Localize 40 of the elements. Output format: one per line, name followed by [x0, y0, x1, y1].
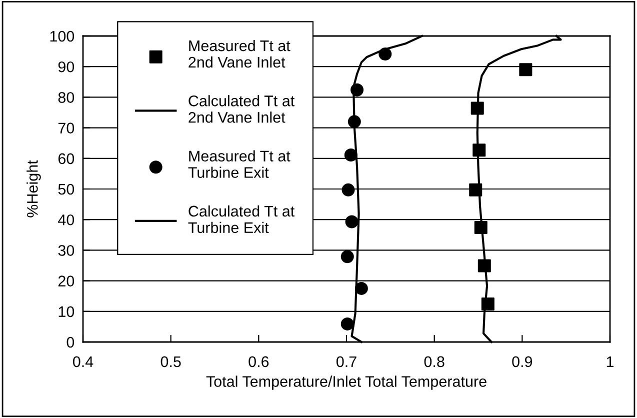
point — [344, 148, 358, 162]
point — [469, 183, 482, 196]
point — [519, 63, 532, 76]
y-tick-label: 40 — [58, 214, 74, 226]
y-tick-label: 80 — [58, 92, 74, 103]
point — [481, 298, 494, 311]
legend-label: Measured Tt at 2nd Vane Inlet — [188, 40, 290, 68]
y-tick-label: 50 — [58, 184, 74, 195]
y-axis-title: %Height — [26, 160, 41, 218]
point — [478, 259, 491, 272]
point — [342, 183, 355, 196]
x-tick-label: 1 — [606, 356, 614, 367]
y-tick-label: 0 — [66, 336, 74, 348]
x-tick-label: 0.6 — [248, 356, 269, 368]
y-tick-label: 60 — [58, 153, 74, 164]
point — [340, 250, 354, 264]
legend-label: Calculated Tt at 2nd Vane Inlet — [188, 95, 295, 123]
point — [340, 317, 354, 330]
y-tick-label: 100 — [50, 30, 74, 42]
point — [350, 83, 364, 96]
point — [378, 48, 392, 61]
point — [470, 102, 484, 115]
x-tick-label: 0.9 — [512, 356, 532, 368]
point — [354, 282, 368, 295]
y-tick-label: 70 — [58, 122, 74, 134]
point — [472, 144, 486, 157]
point — [345, 215, 358, 228]
legend-label: Measured Tt at Turbine Exit — [188, 150, 290, 178]
point — [474, 221, 488, 234]
x-axis-title: Total Temperature/Inlet Total Temperature — [206, 376, 486, 390]
y-tick-label: 20 — [58, 276, 74, 286]
point — [348, 115, 361, 128]
x-tick-label: 0.7 — [336, 356, 356, 368]
y-tick-label: 10 — [58, 306, 74, 318]
x-tick-label: 0.4 — [72, 356, 94, 368]
legend-label: Calculated Tt at Turbine Exit — [188, 205, 295, 234]
y-tick-label: 90 — [58, 61, 74, 72]
x-tick-label: 0.8 — [424, 356, 444, 368]
y-tick-label: 30 — [58, 245, 74, 256]
x-tick-label: 0.5 — [160, 356, 181, 368]
